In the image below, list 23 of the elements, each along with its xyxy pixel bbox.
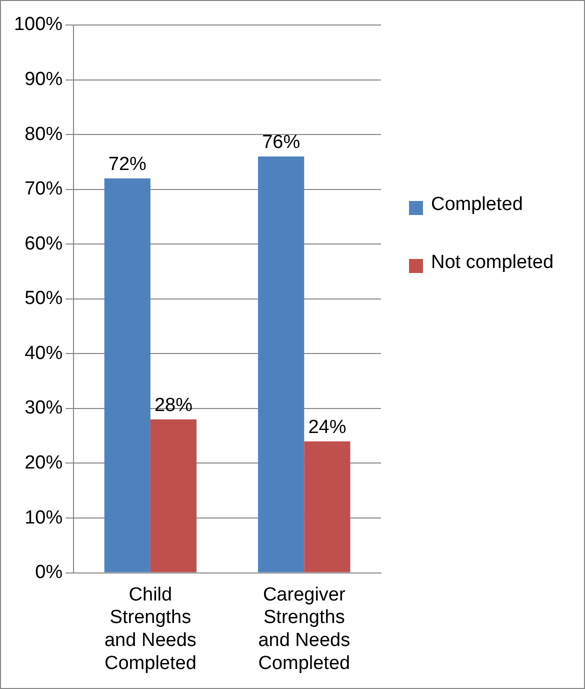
- data-label: 24%: [308, 417, 346, 438]
- legend-label: Not completed: [431, 251, 554, 275]
- bar: [258, 156, 304, 572]
- y-tick-label: 30%: [24, 398, 63, 419]
- y-tick-label: 40%: [24, 342, 63, 364]
- y-tick-label: 60%: [24, 233, 63, 254]
- bar: [150, 419, 197, 572]
- data-label: 28%: [154, 395, 193, 416]
- x-tick-label: Caregiver Strengths and Needs Completed: [258, 584, 350, 674]
- y-tick-label: 80%: [24, 124, 63, 145]
- y-tick-label: 50%: [24, 288, 63, 310]
- y-tick-label: 100%: [14, 14, 63, 36]
- y-tick-label: 0%: [35, 562, 63, 584]
- legend-label: Completed: [431, 193, 523, 217]
- y-tick-label: 20%: [24, 452, 63, 474]
- x-tick-label: Child Strengths and Needs Completed: [104, 584, 196, 674]
- bar: [304, 441, 350, 572]
- data-label: 72%: [108, 154, 147, 176]
- data-label: 76%: [262, 132, 300, 154]
- y-tick-label: 90%: [24, 69, 63, 90]
- bar: [104, 178, 150, 572]
- y-tick-label: 70%: [24, 178, 63, 200]
- y-tick-label: 10%: [24, 507, 63, 528]
